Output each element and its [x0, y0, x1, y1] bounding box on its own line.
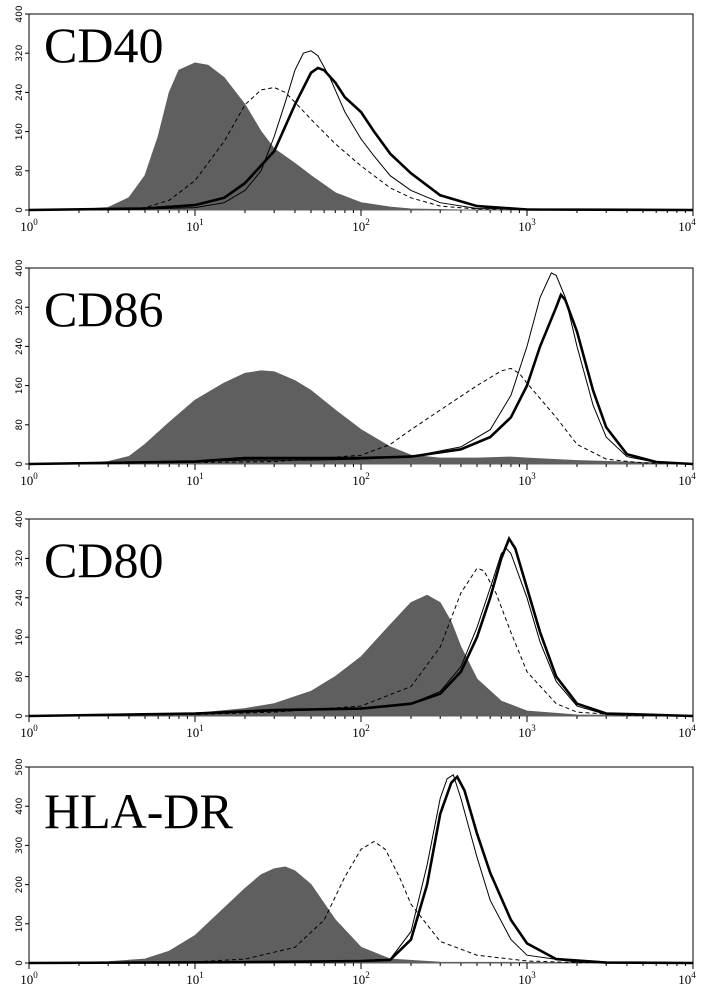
- x-tick-label: 101: [186, 970, 204, 987]
- y-tick-label: 400: [15, 5, 25, 22]
- plot-area: 0 100 200 300 400 500 100 101 102 103 104: [15, 758, 696, 987]
- x-tick-label: 103: [518, 471, 536, 488]
- panel-title: CD80: [44, 532, 163, 588]
- x-tick-label: 100: [20, 723, 38, 740]
- x-tick-label: 103: [518, 723, 536, 740]
- histogram-thick: [28, 292, 694, 466]
- histogram-thick: [28, 774, 694, 965]
- y-tick-label: 160: [15, 628, 25, 645]
- x-tick-label: 100: [20, 217, 38, 234]
- x-tick-label: 101: [186, 723, 204, 740]
- x-tick-label: 104: [678, 217, 696, 234]
- y-tick-label: 0: [15, 207, 25, 213]
- x-tick-label: 103: [518, 970, 536, 987]
- x-tick-label: 100: [20, 970, 38, 987]
- y-tick-label: 160: [15, 377, 25, 394]
- y-tick-label: 0: [15, 960, 25, 966]
- y-tick-label: 100: [15, 915, 25, 932]
- y-tick-label: 500: [15, 758, 25, 775]
- histogram-thin: [28, 272, 694, 465]
- y-tick-label: 0: [15, 713, 25, 719]
- x-tick-label: 104: [678, 723, 696, 740]
- plot-area: 0 80 160 240 320 400 100 101 102 103 104: [15, 5, 696, 234]
- y-tick-label: 300: [15, 837, 25, 854]
- histogram-filled: [28, 594, 694, 717]
- y-tick-label: 400: [15, 510, 25, 527]
- plot-area: 0 80 160 240 320 400 100 101 102 103 104: [15, 510, 696, 740]
- y-tick-label: 320: [15, 550, 25, 567]
- histogram-thick: [28, 535, 694, 718]
- y-tick-label: 240: [15, 338, 25, 355]
- histogram-thick: [28, 66, 694, 212]
- histogram-filled: [28, 62, 693, 211]
- y-tick-label: 80: [15, 419, 25, 431]
- x-tick-label: 102: [352, 723, 370, 740]
- x-tick-label: 100: [20, 471, 38, 488]
- histogram-filled: [28, 866, 694, 964]
- y-tick-label: 400: [15, 259, 25, 276]
- x-tick-label: 104: [678, 471, 696, 488]
- plot-area: 0 80 160 240 320 400 100 101 102 103 104: [15, 259, 696, 488]
- y-tick-label: 200: [15, 876, 25, 893]
- panel-hla-dr: 0 100 200 300 400 500 100 101 102 103 104 HLA-DR: [15, 758, 696, 987]
- panel-cd86: 0 80 160 240 320 400 100 101 102 103 104 CD86: [15, 259, 696, 488]
- y-tick-label: 320: [15, 44, 25, 61]
- histogram-dashed: [28, 840, 694, 964]
- y-tick-label: 320: [15, 298, 25, 315]
- panel-title: CD86: [44, 281, 163, 337]
- y-tick-label: 240: [15, 84, 25, 101]
- x-tick-label: 103: [518, 217, 536, 234]
- panel-title: HLA-DR: [44, 783, 234, 839]
- y-tick-label: 80: [15, 671, 25, 683]
- y-tick-label: 400: [15, 797, 25, 814]
- x-tick-label: 104: [678, 970, 696, 987]
- x-tick-label: 101: [186, 217, 204, 234]
- x-tick-label: 101: [186, 471, 204, 488]
- histogram-filled: [29, 370, 694, 465]
- y-tick-label: 240: [15, 589, 25, 606]
- y-tick-label: 0: [15, 461, 25, 467]
- y-tick-label: 80: [15, 165, 25, 177]
- panel-cd80: 0 80 160 240 320 400 100 101 102 103 104 CD80: [15, 510, 696, 740]
- panel-cd40: 0 80 160 240 320 400 100 101 102 103 104 CD40: [15, 5, 696, 234]
- x-tick-label: 102: [352, 217, 370, 234]
- x-tick-label: 102: [352, 471, 370, 488]
- panel-title: CD40: [44, 17, 163, 73]
- histogram-thin: [28, 50, 694, 211]
- histogram-dashed: [29, 86, 694, 211]
- x-tick-label: 102: [352, 970, 370, 987]
- y-tick-label: 160: [15, 123, 25, 140]
